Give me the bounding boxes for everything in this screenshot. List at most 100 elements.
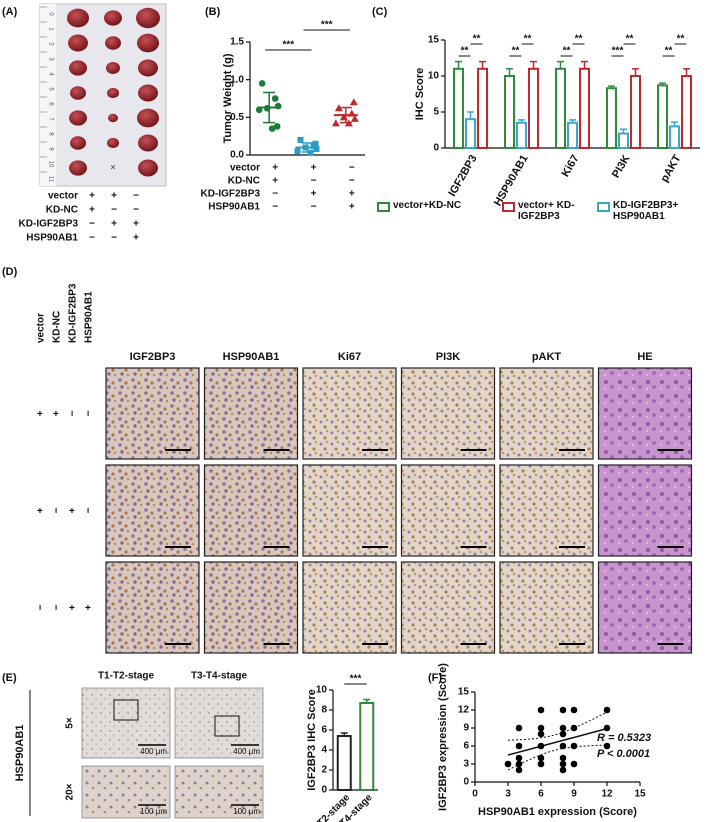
significance-label: ** bbox=[563, 46, 571, 57]
legend-item: vector+KD-NC bbox=[393, 200, 461, 211]
tumor bbox=[138, 84, 158, 102]
tumor bbox=[70, 86, 86, 100]
condition-sign: + bbox=[349, 202, 355, 213]
bar bbox=[477, 67, 488, 149]
x-tick-label: 3 bbox=[505, 789, 511, 800]
magnification-label: 5× bbox=[65, 717, 76, 729]
y-tick-label: 1.0 bbox=[230, 74, 244, 85]
micrograph bbox=[499, 367, 594, 460]
panel-label: (E) bbox=[2, 672, 17, 684]
data-point bbox=[570, 760, 578, 768]
data-point bbox=[515, 760, 523, 768]
micrograph bbox=[174, 687, 264, 759]
x-tick-label: PI3K bbox=[610, 153, 633, 180]
panel-label: (D) bbox=[2, 266, 18, 278]
legend-item: KD-IGF2BP3+ HSP90AB1 bbox=[613, 200, 679, 222]
condition-sign: − bbox=[349, 163, 355, 174]
condition-label: KD-IGF2BP3 bbox=[19, 219, 79, 230]
data-point bbox=[258, 80, 266, 87]
bar bbox=[336, 735, 352, 791]
ruler-label: 1 bbox=[47, 27, 53, 31]
condition-sign: − bbox=[311, 176, 317, 187]
condition-sign: − bbox=[68, 410, 79, 416]
y-tick-label: 15 bbox=[428, 35, 440, 46]
bar bbox=[555, 67, 566, 149]
stain-label: Ki67 bbox=[338, 351, 361, 363]
tumor bbox=[105, 36, 121, 50]
micrograph bbox=[302, 367, 397, 460]
condition-sign: + bbox=[52, 410, 63, 416]
tumor bbox=[137, 108, 159, 128]
micrograph bbox=[105, 561, 200, 654]
condition-sign: + bbox=[272, 176, 278, 187]
y-tick-label: 0 bbox=[463, 777, 469, 788]
stain-label: pAKT bbox=[532, 351, 562, 363]
data-point bbox=[559, 706, 567, 714]
data-point bbox=[570, 742, 578, 750]
absent-mark: × bbox=[110, 163, 116, 174]
data-point bbox=[570, 706, 578, 714]
y-tick-label: 6 bbox=[463, 741, 469, 752]
condition-label: vector bbox=[48, 191, 78, 202]
scale-bar-label: 400 μm bbox=[140, 747, 167, 756]
legend-swatch bbox=[597, 202, 610, 212]
tumor bbox=[107, 137, 119, 149]
tumor bbox=[67, 8, 89, 28]
legend-swatch bbox=[502, 202, 515, 212]
ruler bbox=[40, 4, 56, 186]
micrograph bbox=[203, 561, 299, 654]
data-point bbox=[537, 760, 545, 768]
tumor bbox=[68, 34, 88, 52]
stain-label: IGF2BP3 bbox=[130, 351, 176, 363]
scale-bar-label: 100 μm bbox=[140, 807, 167, 816]
micrograph bbox=[105, 464, 200, 557]
data-point bbox=[331, 119, 340, 127]
x-tick-label: 15 bbox=[634, 789, 646, 800]
data-point bbox=[273, 123, 281, 130]
y-tick-label: 2 bbox=[321, 765, 327, 776]
condition-sign: − bbox=[36, 604, 47, 610]
zoom-box bbox=[214, 715, 240, 737]
data-point bbox=[515, 742, 523, 750]
x-tick-label: 12 bbox=[601, 789, 613, 800]
data-point bbox=[559, 724, 567, 732]
condition-label: KD-IGF2BP3 bbox=[68, 283, 79, 343]
condition-sign: + bbox=[111, 191, 117, 202]
condition-label: HSP90AB1 bbox=[208, 202, 260, 213]
bar bbox=[359, 702, 375, 791]
annotation: R = 0.5323 bbox=[597, 732, 651, 744]
micrograph bbox=[302, 561, 397, 654]
bar bbox=[504, 75, 515, 149]
legend-label: KD-IGF2BP3+ HSP90AB1 bbox=[613, 200, 679, 222]
condition-sign: + bbox=[311, 163, 317, 174]
data-point bbox=[515, 754, 523, 762]
condition-label: vector bbox=[36, 313, 47, 343]
y-tick-label: 15 bbox=[458, 687, 470, 698]
data-point bbox=[559, 766, 567, 774]
tumor bbox=[138, 134, 158, 152]
data-point bbox=[537, 706, 545, 714]
data-point bbox=[504, 760, 512, 768]
condition-sign: + bbox=[272, 163, 278, 174]
x-tick-label: 9 bbox=[571, 789, 577, 800]
bar bbox=[630, 75, 641, 149]
condition-sign: − bbox=[272, 189, 278, 200]
y-axis-label: Tumor Weight (g) bbox=[222, 53, 234, 143]
scale-bar-label: 400 μm bbox=[233, 747, 260, 756]
bar bbox=[606, 87, 617, 149]
x-tick-label: 0 bbox=[472, 789, 478, 800]
marker-label: HSP90AB1 bbox=[14, 725, 26, 782]
data-point bbox=[559, 742, 567, 750]
data-point bbox=[570, 724, 578, 732]
ruler-label: 3 bbox=[47, 57, 53, 61]
scale-bar-label: 100 μm bbox=[233, 807, 260, 816]
condition-sign: − bbox=[272, 202, 278, 213]
fit-line bbox=[507, 727, 608, 756]
y-tick-label: 5 bbox=[433, 107, 439, 118]
legend-swatch bbox=[377, 202, 390, 212]
significance-label: *** bbox=[282, 40, 294, 51]
condition-label: HSP90AB1 bbox=[26, 233, 78, 244]
condition-sign: − bbox=[311, 202, 317, 213]
data-point bbox=[268, 125, 276, 132]
